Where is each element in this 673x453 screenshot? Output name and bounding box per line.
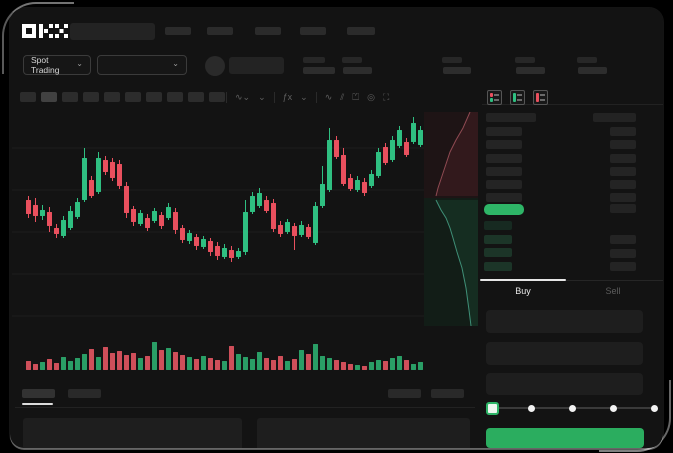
bid-row (484, 221, 512, 230)
bottom-tab-indicator (22, 403, 53, 405)
market-type-label: Spot Trading (31, 55, 60, 75)
fx-indicator-icon[interactable]: ƒx (282, 92, 293, 102)
ask-row (486, 140, 522, 150)
orderbook-view-combined-icon[interactable] (487, 90, 502, 105)
ask-row (486, 180, 522, 190)
nav-item-placeholder[interactable] (207, 27, 233, 35)
bid-row (484, 261, 512, 271)
total-input-placeholder[interactable] (486, 373, 643, 395)
pair-search-dropdown[interactable]: ⌄ (97, 55, 187, 75)
bid-row (484, 248, 512, 258)
ask-row (486, 193, 522, 203)
nav-item-placeholder[interactable] (255, 27, 281, 35)
last-amount-placeholder (610, 204, 636, 213)
bid-row (484, 234, 512, 244)
timeframe-button[interactable] (188, 92, 204, 102)
bottom-action-placeholder[interactable] (388, 389, 421, 398)
nav-item-placeholder[interactable] (347, 27, 375, 35)
price-input-placeholder[interactable] (486, 310, 643, 333)
amount-input-placeholder[interactable] (486, 342, 643, 365)
timeframe-button[interactable] (125, 92, 141, 102)
divider (226, 91, 227, 103)
timeframe-button[interactable] (62, 92, 78, 102)
fullscreen-icon[interactable]: ⛶ (382, 92, 390, 102)
chevron-down-icon: ⌄ (76, 59, 83, 68)
chevron-down-icon: ⌄ (172, 59, 179, 68)
ask-price-column[interactable] (486, 127, 522, 203)
header-search-placeholder[interactable] (70, 23, 155, 40)
bid-price-column[interactable] (484, 221, 512, 271)
bottom-tab-placeholder[interactable] (68, 389, 101, 398)
timeframe-button[interactable] (146, 92, 162, 102)
bottom-divider (15, 407, 475, 408)
timeframe-button[interactable] (104, 92, 120, 102)
slider-stop[interactable] (651, 405, 658, 412)
buy-submit-button[interactable] (486, 428, 644, 448)
coin-avatar (205, 56, 225, 76)
pair-name-placeholder (229, 57, 284, 74)
market-type-dropdown[interactable]: Spot Trading ⌄ (23, 55, 91, 75)
slider-stop[interactable] (528, 405, 535, 412)
snapshot-icon[interactable]: ⏍ (352, 92, 360, 102)
price-chart[interactable] (10, 112, 480, 374)
bottom-tab-active-placeholder[interactable] (22, 389, 55, 398)
timeframe-button-active[interactable] (41, 92, 57, 102)
timeframe-button[interactable] (167, 92, 183, 102)
app-window: Spot Trading ⌄ ⌄ (10, 8, 663, 448)
orderbook-view-bids-icon[interactable] (510, 90, 525, 105)
candle-type-icon[interactable]: ⌄ (258, 92, 266, 102)
compare-icon[interactable]: ⫽ (340, 92, 345, 102)
slider-stop[interactable] (610, 405, 617, 412)
timeframe-bar (20, 92, 225, 102)
orderbook-view-asks-icon[interactable] (533, 90, 548, 105)
orderbook-amount-header-placeholder (593, 113, 636, 122)
chart-tools: ∿⌄ ⌄ ƒx ⌄ ∿ ⫽ ⏍ ◎ ⛶ (226, 91, 389, 103)
bid-amount-column (610, 235, 636, 272)
indicators-icon[interactable]: ∿⌄ (235, 92, 251, 102)
line-tool-icon[interactable]: ∿ (324, 92, 333, 102)
nav-item-placeholder[interactable] (165, 27, 191, 35)
tab-sell[interactable]: Sell (605, 286, 621, 296)
nav-item-placeholder[interactable] (300, 27, 326, 35)
tab-buy[interactable]: Buy (515, 286, 531, 296)
amount-slider-handle[interactable] (486, 402, 499, 415)
okx-logo[interactable] (22, 24, 68, 43)
panel-divider (482, 104, 663, 105)
okx-logo-glyph (22, 24, 68, 38)
timeframe-button[interactable] (209, 92, 225, 102)
settings-icon[interactable]: ◎ (367, 92, 375, 102)
slider-stop[interactable] (569, 405, 576, 412)
ask-row (486, 166, 522, 176)
ask-row (486, 153, 522, 163)
chevron-down-icon[interactable]: ⌄ (300, 92, 308, 102)
buy-tab-indicator (480, 279, 566, 281)
ask-row (486, 127, 522, 136)
orders-table-placeholder (23, 418, 242, 448)
divider (273, 91, 275, 103)
timeframe-button[interactable] (20, 92, 36, 102)
bottom-action-placeholder[interactable] (431, 389, 464, 398)
divider (315, 91, 317, 103)
history-table-placeholder (257, 418, 470, 448)
orderbook-price-header-placeholder (486, 113, 536, 122)
ask-amount-column (610, 127, 636, 203)
last-price-badge[interactable] (484, 204, 524, 215)
tabs-divider (482, 280, 663, 281)
timeframe-button[interactable] (83, 92, 99, 102)
